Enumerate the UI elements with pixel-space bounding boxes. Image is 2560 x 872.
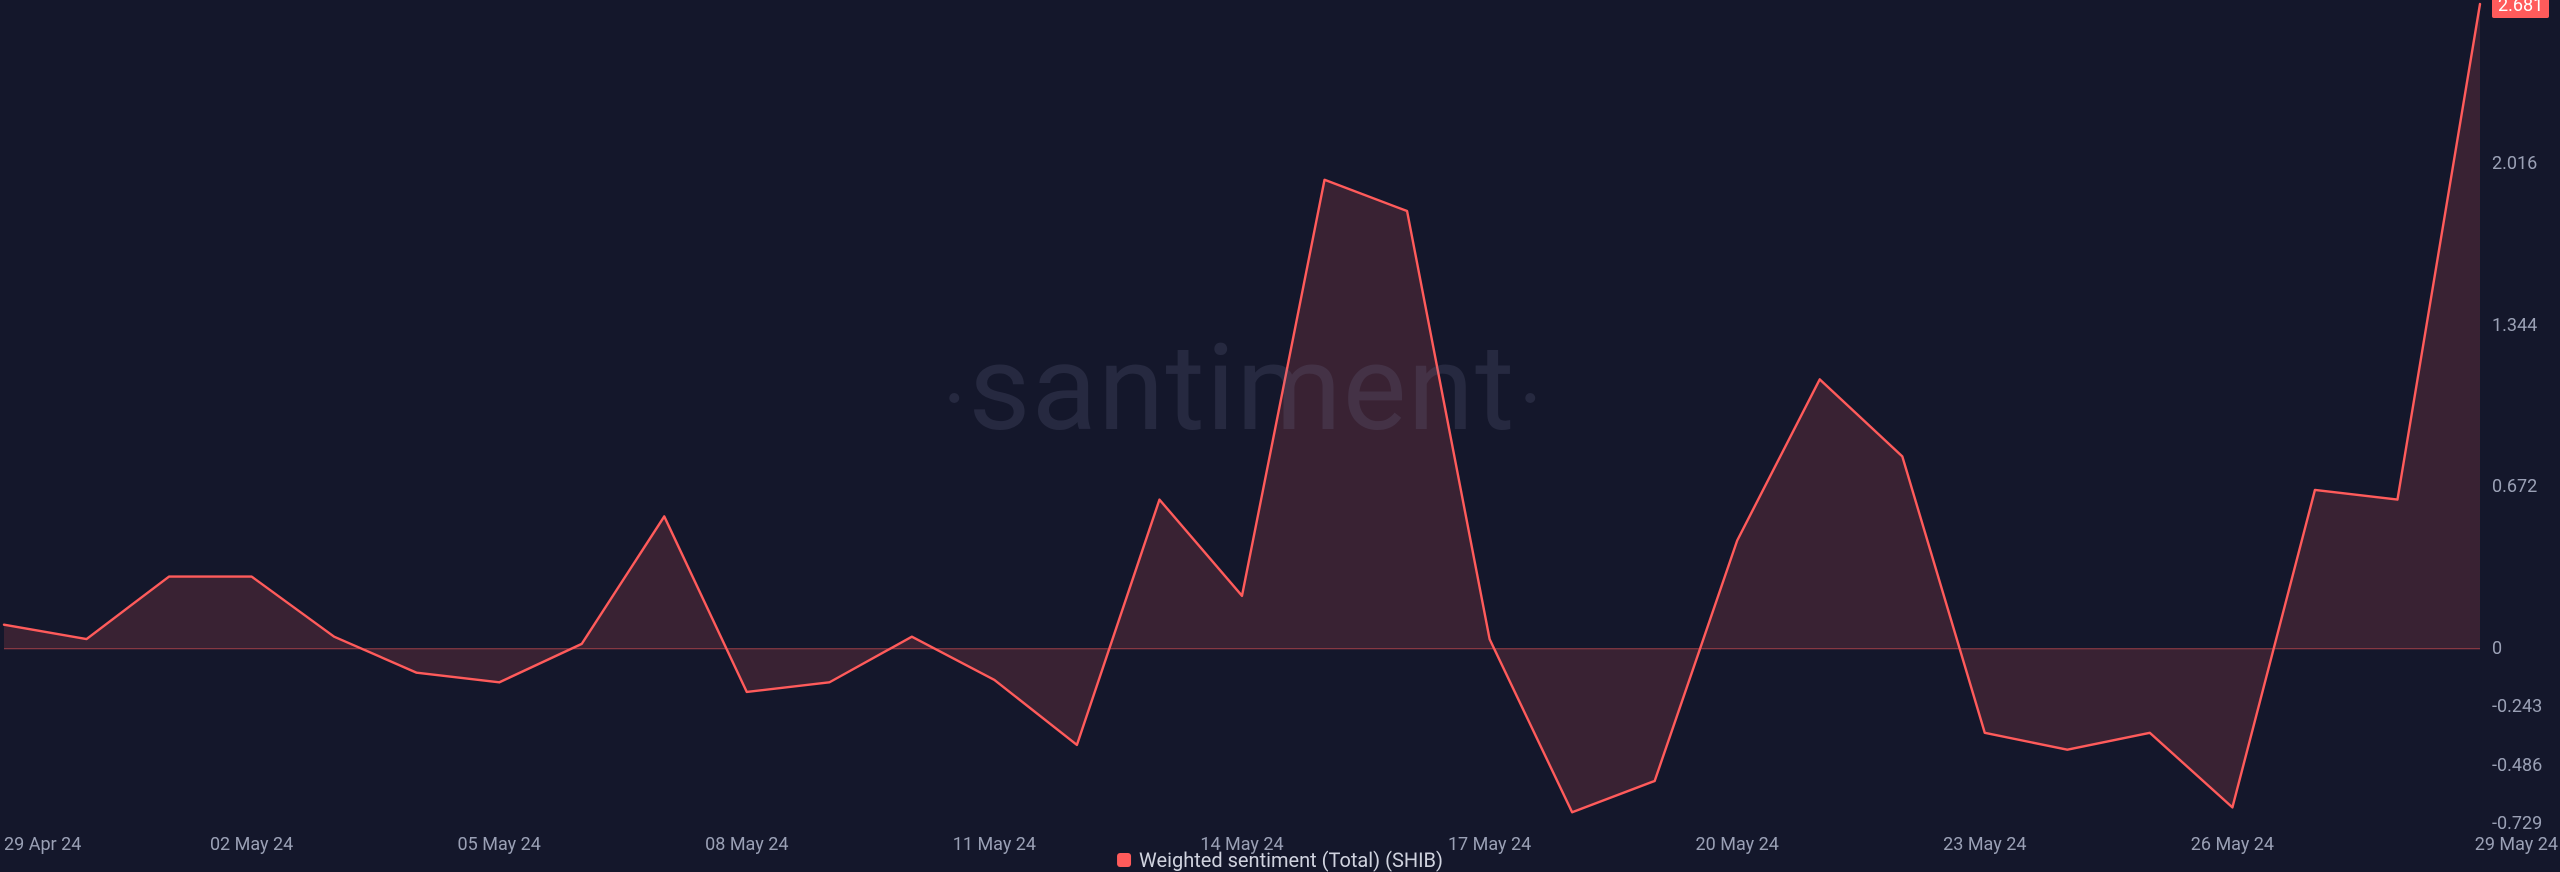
area-positive xyxy=(4,577,362,649)
y-tick-label: 2.016 xyxy=(2492,153,2537,174)
area-negative xyxy=(1494,649,1700,813)
area-positive xyxy=(2274,4,2480,649)
x-tick-label: 08 May 24 xyxy=(705,834,788,855)
area-positive xyxy=(1109,180,1494,649)
area-negative xyxy=(1960,649,2274,808)
legend: Weighted sentiment (Total) (SHIB) xyxy=(1117,848,1443,872)
x-tick-label: 23 May 24 xyxy=(1943,834,2026,855)
x-tick-label: 20 May 24 xyxy=(1696,834,1779,855)
legend-label: Weighted sentiment (Total) (SHIB) xyxy=(1139,848,1443,872)
x-tick-label: 05 May 24 xyxy=(458,834,541,855)
y-tick-label: -0.486 xyxy=(2492,755,2542,776)
x-tick-label: 29 May 24 xyxy=(2475,834,2558,855)
y-tick-label: -0.729 xyxy=(2492,813,2542,834)
area-negative xyxy=(362,649,572,683)
y-tick-label: 1.344 xyxy=(2492,315,2537,336)
legend-swatch xyxy=(1117,853,1131,867)
x-tick-label: 26 May 24 xyxy=(2191,834,2274,855)
x-tick-label: 29 Apr 24 xyxy=(4,834,81,855)
area-positive xyxy=(571,516,726,648)
area-positive xyxy=(890,637,935,649)
y-tick-label: 0.672 xyxy=(2492,476,2537,497)
x-tick-label: 11 May 24 xyxy=(953,834,1036,855)
x-tick-label: 17 May 24 xyxy=(1448,834,1531,855)
sentiment-chart: santiment 2.6812.0161.3440.6720-0.243-0.… xyxy=(0,0,2560,867)
y-tick-label: -0.243 xyxy=(2492,696,2542,717)
x-tick-label: 02 May 24 xyxy=(210,834,293,855)
plot-area xyxy=(0,0,2482,826)
y-tick-label: 0 xyxy=(2492,638,2502,659)
y-tick-current-badge: 2.681 xyxy=(2492,0,2549,18)
